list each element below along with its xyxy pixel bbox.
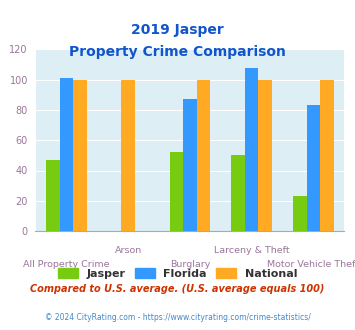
Bar	[183, 99, 197, 231]
Bar	[73, 80, 87, 231]
Text: Compared to U.S. average. (U.S. average equals 100): Compared to U.S. average. (U.S. average …	[30, 284, 325, 294]
Bar	[231, 155, 245, 231]
Bar	[293, 196, 307, 231]
Text: Property Crime Comparison: Property Crime Comparison	[69, 45, 286, 58]
Legend: Jasper, Florida, National: Jasper, Florida, National	[54, 265, 301, 282]
Bar	[121, 80, 135, 231]
Bar	[307, 106, 320, 231]
Text: Arson: Arson	[115, 246, 142, 254]
Bar	[258, 80, 272, 231]
Bar	[320, 80, 334, 231]
Text: 2019 Jasper: 2019 Jasper	[131, 23, 224, 37]
Text: Burglary: Burglary	[170, 260, 210, 269]
Text: Motor Vehicle Theft: Motor Vehicle Theft	[267, 260, 355, 269]
Text: Larceny & Theft: Larceny & Theft	[214, 246, 290, 254]
Bar	[170, 152, 183, 231]
Bar	[60, 78, 73, 231]
Bar	[197, 80, 210, 231]
Bar	[46, 160, 60, 231]
Text: All Property Crime: All Property Crime	[23, 260, 110, 269]
Text: © 2024 CityRating.com - https://www.cityrating.com/crime-statistics/: © 2024 CityRating.com - https://www.city…	[45, 313, 310, 322]
Bar	[245, 68, 258, 231]
